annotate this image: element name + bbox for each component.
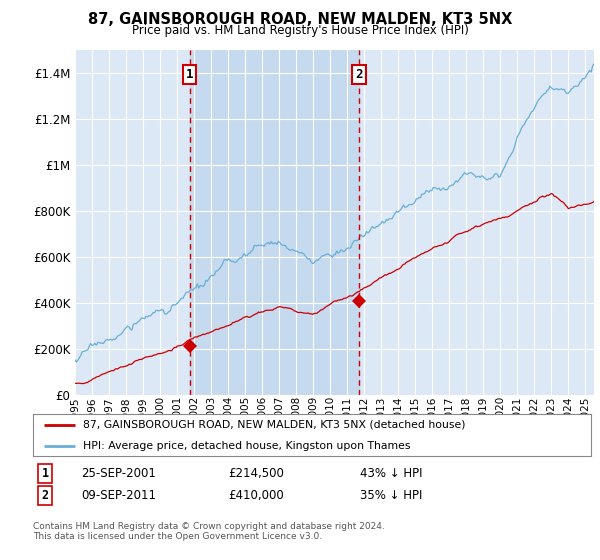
Text: Price paid vs. HM Land Registry's House Price Index (HPI): Price paid vs. HM Land Registry's House … [131, 24, 469, 36]
Text: 09-SEP-2011: 09-SEP-2011 [81, 489, 156, 502]
Text: 2: 2 [355, 68, 363, 81]
Text: 35% ↓ HPI: 35% ↓ HPI [360, 489, 422, 502]
Text: £214,500: £214,500 [228, 466, 284, 480]
Text: 1: 1 [41, 466, 49, 480]
Text: 43% ↓ HPI: 43% ↓ HPI [360, 466, 422, 480]
Text: 87, GAINSBOROUGH ROAD, NEW MALDEN, KT3 5NX (detached house): 87, GAINSBOROUGH ROAD, NEW MALDEN, KT3 5… [83, 420, 466, 430]
Text: Contains HM Land Registry data © Crown copyright and database right 2024.
This d: Contains HM Land Registry data © Crown c… [33, 522, 385, 542]
Bar [190, 50, 359, 395]
Text: 2: 2 [41, 489, 49, 502]
Text: HPI: Average price, detached house, Kingston upon Thames: HPI: Average price, detached house, King… [83, 441, 411, 451]
Text: 87, GAINSBOROUGH ROAD, NEW MALDEN, KT3 5NX: 87, GAINSBOROUGH ROAD, NEW MALDEN, KT3 5… [88, 12, 512, 27]
Text: £410,000: £410,000 [228, 489, 284, 502]
Text: 25-SEP-2001: 25-SEP-2001 [81, 466, 156, 480]
Text: 1: 1 [186, 68, 193, 81]
